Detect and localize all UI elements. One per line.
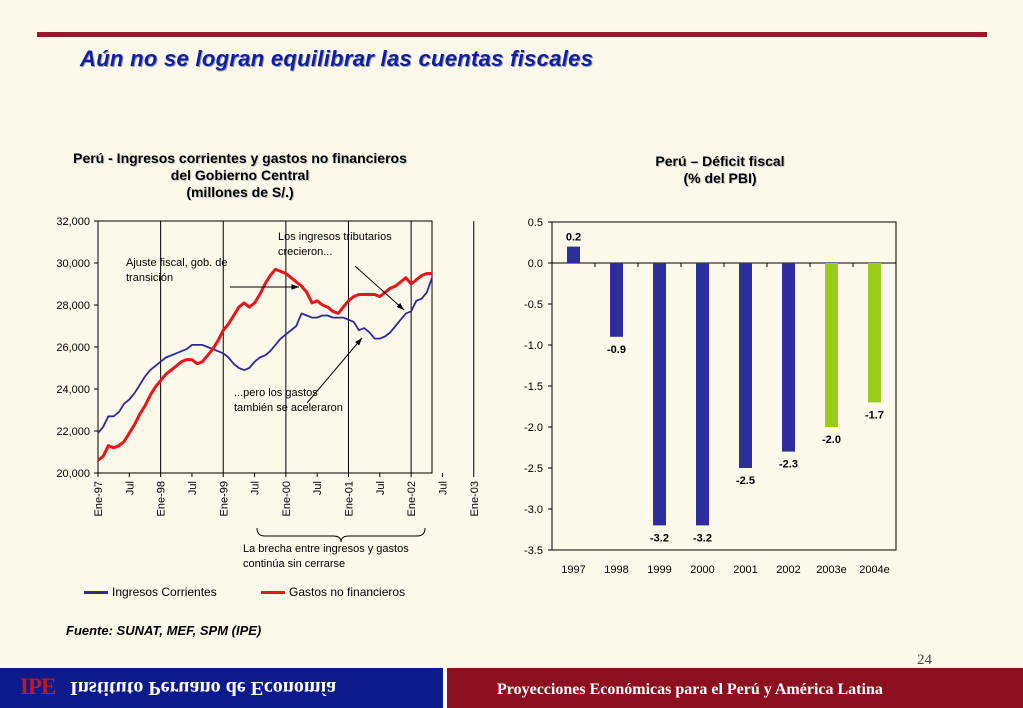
deficit-bar (653, 263, 666, 526)
right-y-tick-label: -3.0 (524, 504, 543, 516)
left-x-tick-label: Ene-99 (218, 481, 230, 516)
right-x-tick-label: 1997 (561, 564, 585, 576)
legend-label-gastos: Gastos no financieros (289, 585, 406, 599)
right-x-tick-label: 2001 (733, 564, 757, 576)
deficit-bar (696, 263, 709, 526)
deficit-bar (868, 263, 881, 403)
left-chart-title: Perú - Ingresos corrientes y gastos no f… (40, 150, 440, 201)
bar-value-label: -0.9 (607, 344, 626, 356)
annotation-arrow-line (306, 337, 363, 404)
footer-divider (443, 668, 447, 708)
left-x-tick-label: Jul (124, 481, 136, 495)
legend-label-ingresos: Ingresos Corrientes (112, 585, 217, 599)
left-chart-title-line: Perú - Ingresos corrientes y gastos no f… (73, 150, 407, 166)
legend-swatch-gastos (261, 591, 285, 595)
right-y-tick-label: -1.5 (524, 381, 543, 393)
deficit-bar (782, 263, 795, 452)
bar-value-label: -3.2 (650, 532, 669, 544)
left-x-tick-label: Jul (312, 481, 324, 495)
deficit-bar (567, 246, 580, 263)
legend-item-gastos: Gastos no financieros (261, 585, 405, 599)
legend-item-ingresos: Ingresos Corrientes (84, 585, 217, 599)
right-y-tick-label: -2.5 (524, 463, 543, 475)
annotation-arrow-head (396, 302, 404, 310)
left-chart-title-line: del Gobierno Central (170, 167, 310, 183)
annotation-gastos: ...pero los gastos también se aceleraron (234, 387, 343, 414)
brace (256, 527, 426, 543)
source-note: Fuente: SUNAT, MEF, SPM (IPE) (66, 623, 262, 638)
left-x-tick-label: Jul (250, 481, 262, 495)
left-x-tick-label: Ene-01 (344, 481, 356, 516)
right-chart-title: Perú – Déficit fiscal (% del PBI) (600, 153, 840, 187)
left-y-tick-label: 32,000 (56, 216, 90, 228)
left-x-tick-label: Jul (375, 481, 387, 495)
left-x-tick-label: Ene-03 (469, 481, 481, 516)
left-y-tick-label: 24,000 (56, 384, 90, 396)
top-rule (37, 32, 987, 37)
series-line-ingresos (97, 277, 433, 434)
left-x-tick-label: Ene-02 (406, 481, 418, 516)
right-y-tick-label: -3.5 (524, 545, 543, 557)
left-x-tick-label: Ene-00 (281, 481, 293, 516)
deficit-bar (739, 263, 752, 468)
series-line-gastos (97, 267, 432, 462)
right-y-tick-label: 0.0 (528, 258, 543, 270)
right-x-tick-label: 1998 (604, 564, 628, 576)
left-x-tick-label: Jul (187, 481, 199, 495)
annotation-arrow-head (355, 338, 362, 346)
bar-value-label: -2.0 (822, 434, 841, 446)
annotation-ajuste: Ajuste fiscal, gob. de transición (126, 257, 228, 284)
right-x-tick-label: 1999 (647, 564, 671, 576)
right-chart-title-line: (% del PBI) (683, 170, 757, 186)
left-x-tick-label: Jul (437, 481, 449, 495)
right-plot-frame (551, 221, 897, 551)
right-x-tick-label: 2003e (816, 564, 847, 576)
page-number: 24 (917, 652, 932, 668)
right-x-tick-label: 2002 (776, 564, 800, 576)
slide-title: Aún no se logran equilibrar las cuentas … (80, 46, 594, 71)
bar-value-label: 0.2 (566, 232, 581, 244)
left-y-tick-label: 20,000 (56, 468, 90, 480)
left-y-tick-label: 30,000 (56, 258, 90, 270)
left-y-tick-label: 26,000 (56, 342, 90, 354)
right-x-tick-label: 2000 (690, 564, 714, 576)
bar-value-label: -2.3 (779, 459, 798, 471)
legend-swatch-ingresos (84, 591, 108, 595)
right-chart-title-line: Perú – Déficit fiscal (655, 153, 785, 169)
left-y-tick-label: 28,000 (56, 300, 90, 312)
deficit-bar (825, 263, 838, 427)
bar-value-label: -1.7 (865, 409, 884, 421)
footer-right-band (443, 668, 1023, 708)
footer-caption: Proyecciones Económicas para el Perú y A… (497, 681, 883, 698)
left-y-tick-label: 22,000 (56, 426, 90, 438)
institute-name: Instituto Peruano de Economía (70, 677, 337, 699)
ipe-logo: IPE (20, 674, 56, 699)
annotation-brecha: La brecha entre ingresos y gastos contin… (243, 543, 409, 570)
left-x-tick-label: Ene-97 (93, 481, 105, 516)
right-y-tick-label: -1.0 (524, 340, 543, 352)
deficit-bar (610, 263, 623, 337)
left-x-tick-label: Ene-98 (156, 481, 168, 516)
right-x-tick-label: 2004e (859, 564, 890, 576)
footer-left-band (0, 668, 443, 708)
bar-value-label: -2.5 (736, 475, 755, 487)
right-y-tick-label: -0.5 (524, 299, 543, 311)
annotation-ingresos: Los ingresos tributarios crecieron... (278, 231, 392, 258)
annotation-arrow-head (291, 284, 299, 290)
right-y-tick-label: -2.0 (524, 422, 543, 434)
bar-value-label: -3.2 (693, 532, 712, 544)
annotation-arrow-line (354, 265, 405, 311)
right-y-tick-label: 0.5 (528, 217, 543, 229)
left-chart-title-line: (millones de S/.) (186, 184, 294, 200)
